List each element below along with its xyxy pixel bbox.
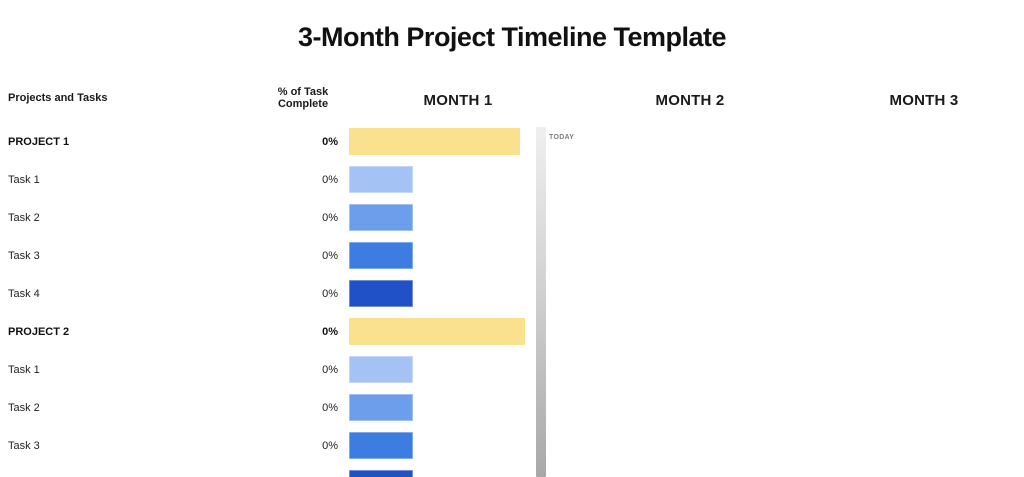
row-percent-complete: 0%	[322, 173, 338, 186]
gantt-bar	[349, 432, 413, 459]
row-label: Task 4	[8, 287, 40, 300]
row-label: Task 3	[8, 439, 40, 452]
timeline-row: PROJECT 2 0%	[0, 318, 1024, 345]
row-percent-complete: 0%	[322, 401, 338, 414]
timeline-row: Task 1 0%	[0, 356, 1024, 383]
row-label: Task 3	[8, 249, 40, 262]
row-label: PROJECT 1	[8, 135, 70, 148]
month-2-header: MONTH 2	[655, 92, 725, 109]
gantt-bar	[349, 470, 413, 477]
row-label: Task 1	[8, 363, 40, 376]
timeline-row: PROJECT 1 0%	[0, 128, 1024, 155]
timeline-row: Task 4 0%	[0, 280, 1024, 307]
page-title: 3-Month Project Timeline Template	[297, 22, 727, 52]
row-label: PROJECT 2	[8, 325, 70, 338]
row-label: Task 1	[8, 173, 40, 186]
row-label: Task 2	[8, 211, 40, 224]
gantt-bar	[349, 394, 413, 421]
row-percent-complete: 0%	[322, 287, 338, 300]
month-1-header: MONTH 1	[423, 92, 493, 109]
row-percent-complete: 0%	[322, 135, 338, 148]
row-percent-complete: 0%	[322, 439, 338, 452]
timeline-row: Task 3 0%	[0, 432, 1024, 459]
timeline-row: Task 2 0%	[0, 204, 1024, 231]
row-percent-complete: 0%	[322, 325, 338, 338]
timeline-row: Task 3 0%	[0, 242, 1024, 269]
gantt-bar	[349, 166, 413, 193]
column-header-percent-complete: % of Task Complete	[277, 86, 329, 110]
today-marker-line	[536, 127, 546, 477]
month-3-header: MONTH 3	[889, 92, 959, 109]
row-percent-complete: 0%	[322, 363, 338, 376]
column-header-projects-and-tasks: Projects and Tasks	[8, 92, 108, 104]
row-percent-complete: 0%	[322, 249, 338, 262]
gantt-bar	[349, 280, 413, 307]
gantt-bar	[349, 242, 413, 269]
today-marker-label: TODAY	[549, 134, 575, 141]
row-label: Task 2	[8, 401, 40, 414]
gantt-bar	[349, 128, 520, 155]
timeline-row: Task 2 0%	[0, 394, 1024, 421]
timeline-row: Task 4 0%	[0, 470, 1024, 477]
gantt-bar	[349, 204, 413, 231]
timeline-row: Task 1 0%	[0, 166, 1024, 193]
row-percent-complete: 0%	[322, 211, 338, 224]
gantt-bar	[349, 318, 525, 345]
gantt-bar	[349, 356, 413, 383]
